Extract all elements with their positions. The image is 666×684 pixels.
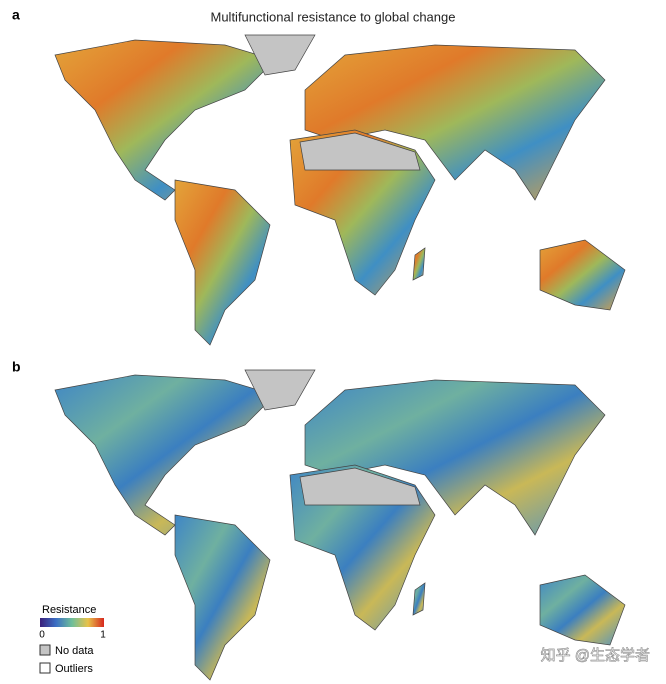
colorbar-max: 1 bbox=[100, 630, 106, 641]
panel-title: Multifunctional resistance to global cha… bbox=[211, 9, 456, 24]
legend: Resistance 0 1 No data Outliers bbox=[39, 604, 106, 675]
panel-label: a bbox=[12, 7, 20, 23]
panel-label: b bbox=[12, 359, 21, 375]
legend-item: Outliers bbox=[55, 663, 93, 675]
colorbar bbox=[40, 618, 104, 627]
panel-a: a Multifunctional resistance to global c… bbox=[12, 7, 626, 346]
panel-b: b bbox=[12, 359, 626, 681]
legend-title: Resistance bbox=[42, 604, 96, 616]
map bbox=[54, 39, 626, 346]
legend-swatch bbox=[39, 662, 51, 674]
legend-swatch bbox=[39, 644, 51, 656]
legend-item: No data bbox=[55, 645, 94, 657]
watermark: 知乎 @生态学者 bbox=[541, 647, 650, 664]
map bbox=[54, 374, 626, 681]
colorbar-min: 0 bbox=[39, 630, 45, 641]
